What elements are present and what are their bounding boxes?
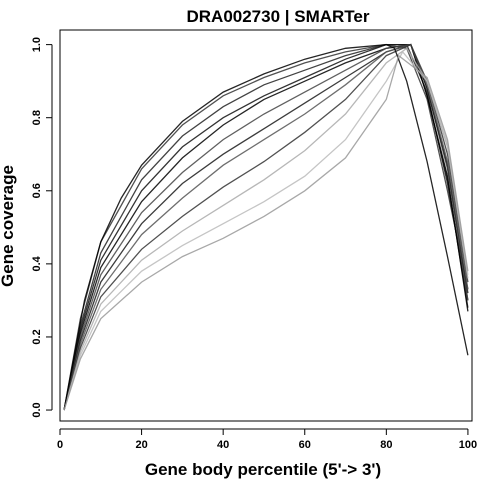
chart-title: DRA002730 | SMARTer	[186, 7, 369, 26]
y-tick-label: 0.2	[31, 329, 43, 344]
coverage-line	[63, 50, 469, 411]
x-axis: 0 20 40 60 80 100	[57, 428, 477, 451]
coverage-line	[63, 43, 469, 411]
coverage-line	[63, 43, 469, 411]
x-axis-label: Gene body percentile (5'-> 3')	[145, 460, 381, 479]
x-tick-label: 20	[135, 439, 147, 451]
x-tick-label: 80	[380, 439, 392, 451]
y-tick-label: 0.6	[31, 183, 43, 198]
y-tick-label: 0.0	[31, 402, 43, 417]
x-tick-label: 100	[459, 439, 477, 451]
coverage-line	[63, 54, 469, 411]
coverage-line	[63, 43, 469, 411]
y-axis-label: Gene coverage	[0, 165, 17, 287]
coverage-line	[63, 43, 469, 411]
y-tick-label: 1.0	[31, 37, 43, 52]
plot-frame	[59, 29, 473, 422]
coverage-line	[63, 43, 469, 411]
coverage-line	[63, 47, 469, 411]
series-lines	[63, 43, 469, 411]
y-tick-label: 0.4	[31, 255, 43, 271]
x-tick-label: 60	[299, 439, 311, 451]
coverage-line	[63, 43, 469, 411]
coverage-line	[63, 43, 469, 411]
coverage-line	[63, 43, 469, 411]
y-axis: 0.0 0.2 0.4 0.6 0.8 1.0	[31, 37, 53, 418]
y-tick-label: 0.8	[31, 110, 43, 125]
x-tick-label: 0	[57, 439, 63, 451]
coverage-line	[63, 43, 469, 411]
x-tick-label: 40	[217, 439, 229, 451]
